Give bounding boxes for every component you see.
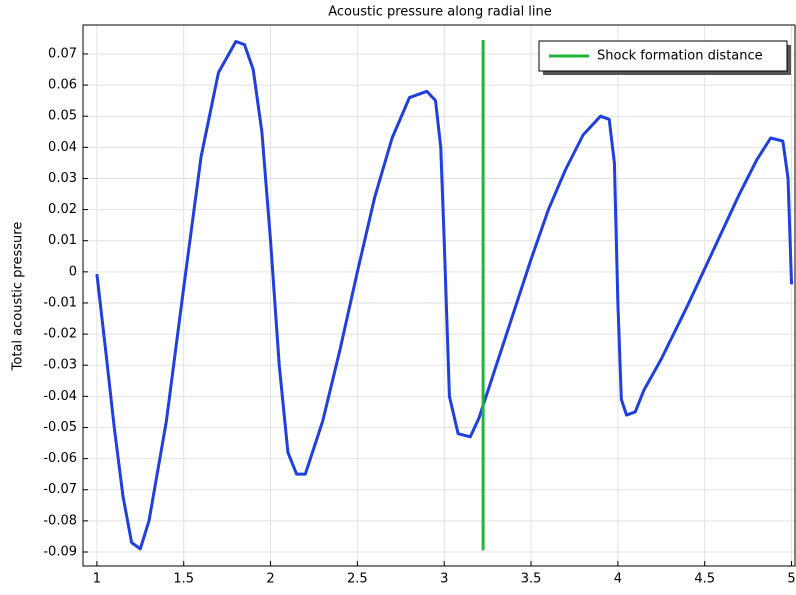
- y-tick-label: -0.05: [43, 420, 77, 435]
- y-tick-label: -0.01: [43, 295, 77, 310]
- data-line: [95, 39, 794, 551]
- chart-title: Acoustic pressure along radial line: [328, 5, 552, 20]
- x-tick-label: 2: [266, 572, 274, 587]
- x-tick-label: 3: [440, 572, 448, 587]
- y-tick-label: -0.07: [43, 482, 77, 497]
- y-tick-label: -0.02: [43, 327, 77, 342]
- x-tick-label: 4.5: [694, 572, 715, 587]
- x-tick-label: 1.5: [173, 572, 194, 587]
- y-tick-label: -0.03: [43, 358, 77, 373]
- x-tick-label: 5: [787, 572, 795, 587]
- y-tick-label: 0.02: [48, 202, 77, 217]
- y-tick-label: -0.09: [43, 544, 77, 559]
- y-tick-label: 0.01: [48, 233, 77, 248]
- x-tick-label: 4: [614, 572, 622, 587]
- x-tick-label: 2.5: [347, 572, 368, 587]
- y-tick-label: 0.06: [48, 78, 77, 93]
- y-tick-label: 0.04: [48, 140, 77, 155]
- x-tick-label: 3.5: [521, 572, 542, 587]
- y-tick-label: -0.08: [43, 513, 77, 528]
- x-tick-label: 1: [93, 572, 101, 587]
- plot-frame: [82, 24, 796, 567]
- y-tick-label: 0: [69, 264, 77, 279]
- y-tick-label: -0.04: [43, 389, 77, 404]
- legend: Shock formation distance: [538, 40, 791, 75]
- y-tick-label: 0.03: [48, 171, 77, 186]
- y-tick-label: 0.07: [48, 46, 77, 61]
- y-axis-label: Total acoustic pressure: [11, 222, 26, 372]
- y-tick-label: -0.06: [43, 451, 77, 466]
- y-tick-label: 0.05: [48, 109, 77, 124]
- legend-label: Shock formation distance: [597, 49, 763, 64]
